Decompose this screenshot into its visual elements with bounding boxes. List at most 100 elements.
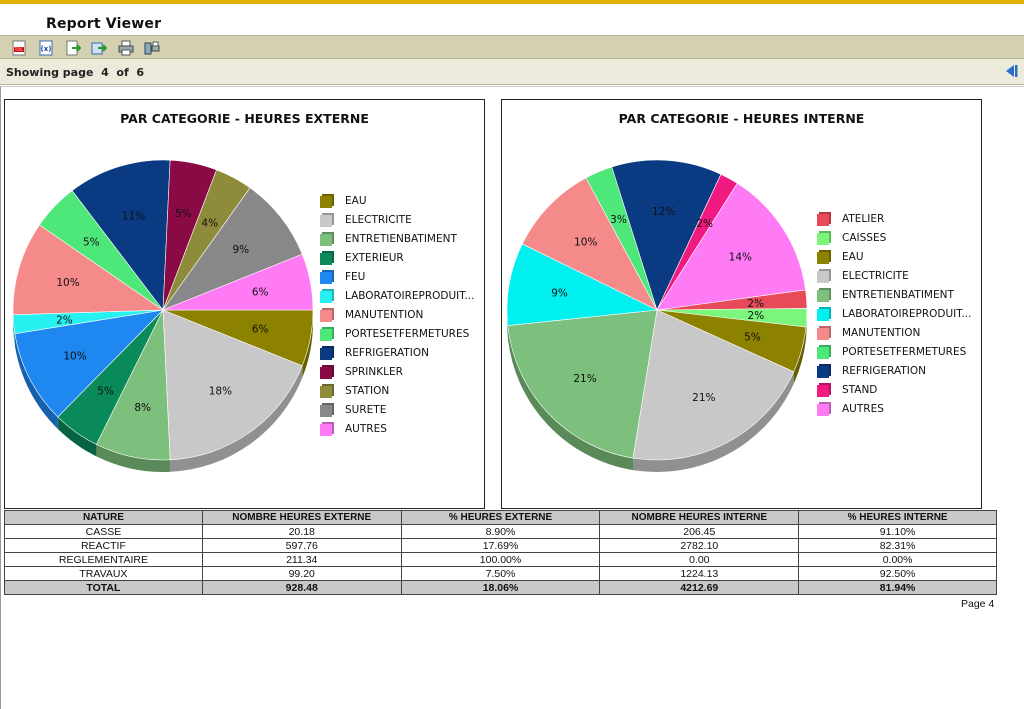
pie-slice-laboratoireproduit-[interactable] (506, 243, 659, 326)
legend-label: FEU (345, 271, 366, 283)
legend-label: STATION (345, 385, 390, 397)
pie-chart-internal: 2%2%5%21%21%9%10%3%12%2%14% (506, 159, 808, 472)
table-cell: 81.94% (798, 580, 997, 595)
legend-swatch (320, 386, 332, 398)
pie-data-label: 5% (175, 208, 192, 220)
pie-data-label: 10% (63, 350, 86, 362)
pie-slice-manutention[interactable] (12, 224, 164, 316)
report-content: PAR CATEGORIE - HEURES EXTERNE 6% 18% 8% 5%… (0, 86, 1024, 709)
pie-slice-electricite[interactable] (632, 309, 795, 461)
legend-swatch (817, 347, 829, 359)
pie-data-label: 10% (574, 236, 597, 248)
legend-swatch (320, 348, 332, 360)
table-cell: REACTIF (4, 538, 203, 553)
pie-slice-entretienbatiment[interactable] (507, 309, 658, 459)
pie-slice-side (57, 416, 97, 457)
pie-slice-side (793, 327, 807, 384)
legend-label: LABORATOIREPRODUIT... (345, 290, 475, 302)
legend-swatch (320, 310, 332, 322)
table-header-row: NATURE NOMBRE HEURES EXTERNE % HEURES EX… (4, 510, 997, 525)
pie-slice-side (302, 310, 313, 378)
pie-data-label: 10% (56, 277, 79, 289)
table-cell: 211.34 (201, 552, 402, 567)
toc-icon[interactable]: TOC (10, 39, 27, 56)
summary-table: NATURE NOMBRE HEURES EXTERNE % HEURES EX… (4, 510, 997, 595)
legend-label: SURETE (345, 404, 387, 416)
column-header: % HEURES INTERNE (798, 510, 997, 525)
legend-label: LABORATOIREPRODUIT... (842, 308, 972, 320)
pie-data-label: 3% (610, 214, 627, 226)
table-cell: 597.76 (201, 538, 402, 553)
legend-swatch (320, 215, 332, 227)
table-cell: 8.90% (400, 524, 601, 539)
pie-data-label: 6% (252, 286, 269, 298)
table-cell: 928.48 (201, 580, 402, 595)
table-row: REACTIF 597.76 17.69% 2782.10 82.31% (4, 538, 997, 553)
pie-slice-surete[interactable] (162, 187, 303, 311)
pie-data-label: 8% (134, 402, 151, 414)
svg-text:TOC: TOC (13, 47, 23, 52)
table-cell: TOTAL (4, 580, 203, 595)
pie-data-label: 4% (201, 218, 218, 230)
pie-data-label: 5% (83, 237, 100, 249)
pie-slice-autres[interactable] (656, 182, 806, 311)
legend-swatch (817, 290, 829, 302)
print-server-icon[interactable] (143, 39, 160, 56)
legend-label: EAU (842, 251, 864, 263)
pie-slice-feu[interactable] (14, 309, 164, 418)
table-cell: 1224.13 (599, 566, 800, 581)
legend-swatch (817, 385, 829, 397)
legend-label: MANUTENTION (345, 309, 424, 321)
pie-data-label: 18% (209, 386, 232, 398)
table-row: TRAVAUX 99.20 7.50% 1224.13 92.50% (4, 566, 997, 581)
legend-label: AUTRES (345, 423, 387, 435)
pie-slice-autres[interactable] (162, 253, 314, 311)
chart-title: PAR CATEGORIE - HEURES INTERNE (618, 111, 865, 126)
legend-label: CAISSES (842, 232, 887, 244)
pie-slice-electricite[interactable] (162, 309, 303, 461)
table-cell: 100.00% (400, 552, 601, 567)
legend-label: ELECTRICITE (842, 270, 909, 282)
pie-data-label: 2% (56, 314, 73, 326)
app-title: Report Viewer (46, 16, 162, 32)
print-icon[interactable] (117, 39, 134, 56)
legend-swatch (817, 233, 829, 245)
pie-slice-manutention[interactable] (521, 177, 658, 311)
legend-swatch (320, 253, 332, 265)
pie-slice-side (633, 371, 794, 472)
legend-label: ENTRETIENBATIMENT (345, 233, 457, 245)
table-row: REGLEMENTAIRE 211.34 100.00% 0.00 0.00% (4, 552, 997, 567)
legend-swatch (320, 234, 332, 246)
table-cell: 0.00% (798, 552, 997, 567)
legend-label: REFRIGERATION (842, 365, 926, 377)
pie-slice-refrigeration[interactable] (611, 159, 722, 311)
pie-data-label: 21% (573, 373, 596, 385)
table-total-row: TOTAL 928.48 18.06% 4212.69 81.94% (4, 580, 997, 595)
legend-swatch (320, 405, 332, 417)
legend-swatch (320, 367, 332, 379)
table-cell: TRAVAUX (4, 566, 203, 581)
legend-swatch (320, 329, 332, 341)
export-data-icon[interactable] (90, 39, 107, 56)
table-cell: 92.50% (798, 566, 997, 581)
previous-page-icon[interactable] (1004, 64, 1018, 78)
legend-label: REFRIGERATION (345, 347, 429, 359)
table-cell: 2782.10 (599, 538, 800, 553)
export-icon[interactable] (64, 39, 81, 56)
table-cell: CASSE (4, 524, 203, 539)
parameters-icon[interactable]: (x) (37, 39, 54, 56)
page-navigation-bar: Showing page 4 of 6 (0, 59, 1024, 85)
table-cell: 206.45 (599, 524, 800, 539)
pie-data-label: 9% (551, 288, 568, 300)
chart-internal: PAR CATEGORIE - HEURES INTERNE 2% 2% 5% 21%… (501, 99, 982, 509)
legend-label: MANUTENTION (842, 327, 921, 339)
legend-swatch (817, 328, 829, 340)
legend-label: ATELIER (842, 213, 885, 225)
pie-slice-refrigeration[interactable] (71, 159, 171, 311)
page-indicator: Showing page 4 of 6 (6, 66, 145, 79)
table-row: CASSE 20.18 8.90% 206.45 91.10% (4, 524, 997, 539)
legend-swatch (817, 404, 829, 416)
table-cell: REGLEMENTAIRE (4, 552, 203, 567)
pie-data-label: 21% (692, 392, 715, 404)
column-header: NOMBRE HEURES EXTERNE (201, 510, 402, 525)
